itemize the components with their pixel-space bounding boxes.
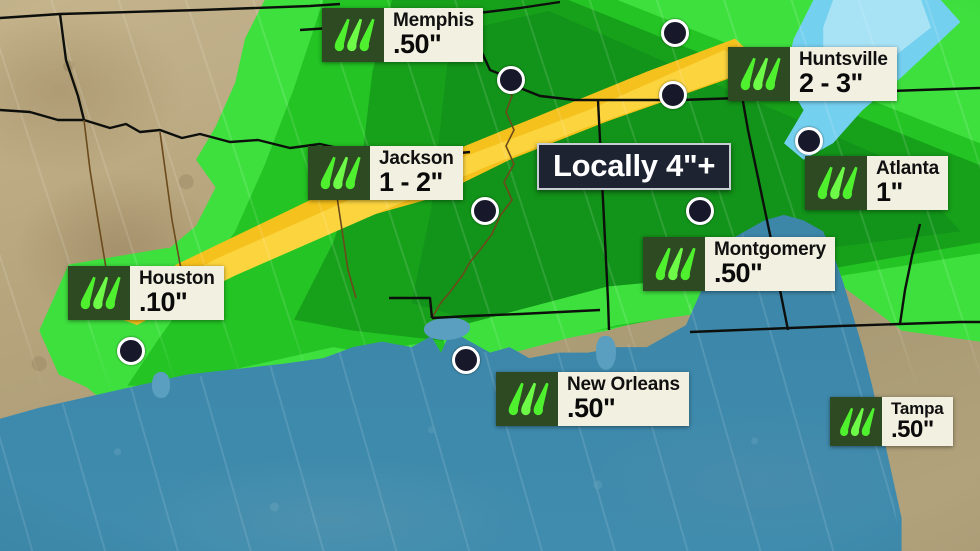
rainfall-amount-tampa: .50": [891, 416, 934, 443]
mobile-bay: [596, 336, 616, 370]
city-callout-new-orleans[interactable]: New Orleans .50": [496, 372, 689, 426]
dot-memphis[interactable]: [497, 66, 525, 94]
city-callout-atlanta[interactable]: Atlanta 1": [805, 156, 948, 210]
rainfall-amount-huntsville: 2 - 3": [799, 68, 863, 98]
dot-atlanta[interactable]: [795, 127, 823, 155]
rain-icon-box: [643, 237, 705, 291]
city-callout-tampa[interactable]: Tampa .50": [830, 397, 953, 446]
city-callout-jackson[interactable]: Jackson 1 - 2": [308, 146, 463, 200]
rain-icon: [817, 166, 858, 200]
callout-text: Jackson 1 - 2": [370, 146, 463, 200]
callout-text: Houston .10": [130, 266, 224, 320]
rainfall-amount-atlanta: 1": [876, 177, 903, 207]
city-name-atlanta: Atlanta: [876, 158, 939, 179]
dot-montgomery[interactable]: [686, 197, 714, 225]
dot-huntsville[interactable]: [659, 81, 687, 109]
rain-icon-box: [496, 372, 558, 426]
galveston-bay: [152, 372, 170, 398]
callout-text: New Orleans .50": [558, 372, 689, 426]
rainfall-amount-montgomery: .50": [714, 258, 763, 288]
rain-icon: [655, 247, 696, 281]
lake-pontchartrain: [424, 318, 470, 340]
city-name-houston: Houston: [139, 268, 215, 289]
locally-banner[interactable]: Locally 4"+: [537, 143, 732, 191]
rain-icon: [334, 18, 375, 52]
dot-jackson[interactable]: [471, 197, 499, 225]
rain-icon: [80, 276, 121, 310]
rainfall-amount-houston: .10": [139, 287, 188, 317]
dot-nashville[interactable]: [661, 19, 689, 47]
rain-icon: [320, 156, 361, 190]
city-name-huntsville: Huntsville: [799, 49, 888, 70]
locally-banner-label: Locally 4"+: [553, 148, 716, 183]
city-callout-montgomery[interactable]: Montgomery .50": [643, 237, 836, 291]
dot-houston[interactable]: [117, 337, 145, 365]
rain-icon: [740, 57, 781, 91]
callout-text: Memphis .50": [384, 8, 483, 62]
city-callout-houston[interactable]: Houston .10": [68, 266, 224, 320]
rain-icon-box: [830, 397, 882, 446]
rain-icon-box: [322, 8, 384, 62]
callout-text: Montgomery .50": [705, 237, 836, 291]
rainfall-amount-memphis: .50": [393, 29, 442, 59]
city-name-memphis: Memphis: [393, 10, 474, 31]
rain-icon: [508, 382, 549, 416]
rainfall-amount-jackson: 1 - 2": [379, 167, 443, 197]
city-name-jackson: Jackson: [379, 148, 454, 169]
rain-icon-box: [805, 156, 867, 210]
city-name-tampa: Tampa: [891, 399, 944, 418]
rain-icon: [840, 407, 875, 436]
city-callout-huntsville[interactable]: Huntsville 2 - 3": [728, 47, 897, 101]
rain-icon-box: [308, 146, 370, 200]
rain-icon-box: [728, 47, 790, 101]
callout-text: Huntsville 2 - 3": [790, 47, 897, 101]
city-name-montgomery: Montgomery: [714, 239, 827, 260]
dot-baton-rouge[interactable]: [452, 346, 480, 374]
rain-icon-box: [68, 266, 130, 320]
city-callout-memphis[interactable]: Memphis .50": [322, 8, 483, 62]
rainfall-amount-new-orleans: .50": [567, 393, 616, 423]
callout-text: Atlanta 1": [867, 156, 948, 210]
callout-text: Tampa .50": [882, 397, 953, 446]
city-name-new-orleans: New Orleans: [567, 374, 680, 395]
